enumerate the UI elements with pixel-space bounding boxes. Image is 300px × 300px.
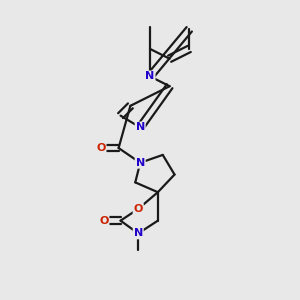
- Text: O: O: [134, 204, 143, 214]
- Text: N: N: [136, 122, 145, 132]
- Text: O: O: [96, 143, 106, 153]
- Text: O: O: [99, 216, 109, 226]
- Text: N: N: [134, 228, 143, 239]
- Text: N: N: [146, 71, 154, 81]
- Text: N: N: [136, 158, 145, 168]
